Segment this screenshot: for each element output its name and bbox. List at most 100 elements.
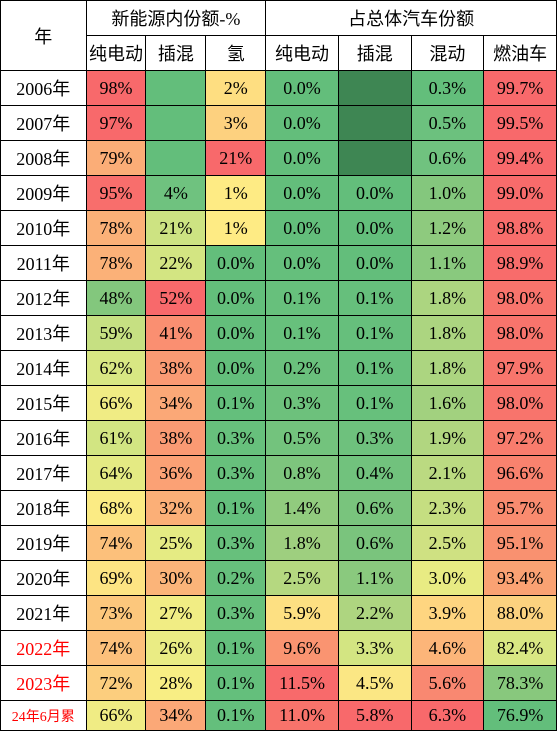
year-cell: 2015年 <box>1 386 87 421</box>
year-cell: 2009年 <box>1 176 87 211</box>
data-cell: 0.6% <box>411 141 484 176</box>
data-cell: 66% <box>86 386 146 421</box>
header-year: 年 <box>1 1 87 71</box>
data-cell: 48% <box>86 281 146 316</box>
data-cell: 0.0% <box>266 211 339 246</box>
data-cell: 95.1% <box>484 526 557 561</box>
data-cell: 99.5% <box>484 106 557 141</box>
data-cell: 76.9% <box>484 701 557 731</box>
year-cell: 2006年 <box>1 71 87 106</box>
data-cell: 1.8% <box>411 281 484 316</box>
data-cell <box>338 141 411 176</box>
data-cell: 61% <box>86 421 146 456</box>
data-cell: 3% <box>206 106 266 141</box>
data-cell: 0.0% <box>266 71 339 106</box>
data-cell: 0.0% <box>338 176 411 211</box>
data-cell: 78% <box>86 246 146 281</box>
data-cell: 0.3% <box>206 596 266 631</box>
data-cell: 1.2% <box>411 211 484 246</box>
table-row: 2021年73%27%0.3%5.9%2.2%3.9%88.0% <box>1 596 557 631</box>
data-cell: 0.6% <box>338 491 411 526</box>
year-cell: 2020年 <box>1 561 87 596</box>
data-cell: 3.3% <box>338 631 411 666</box>
data-cell: 69% <box>86 561 146 596</box>
data-cell: 98.8% <box>484 211 557 246</box>
data-cell: 68% <box>86 491 146 526</box>
data-cell: 98.9% <box>484 246 557 281</box>
data-cell: 2.2% <box>338 596 411 631</box>
table-row: 2015年66%34%0.1%0.3%0.1%1.6%98.0% <box>1 386 557 421</box>
data-cell: 5.6% <box>411 666 484 701</box>
header-sub-2: 氢 <box>206 36 266 71</box>
data-cell: 79% <box>86 141 146 176</box>
data-cell: 73% <box>86 596 146 631</box>
data-cell: 0.2% <box>206 561 266 596</box>
data-cell: 3.9% <box>411 596 484 631</box>
data-cell: 0.1% <box>266 281 339 316</box>
year-cell: 2008年 <box>1 141 87 176</box>
data-cell: 0.0% <box>266 141 339 176</box>
data-cell: 78% <box>86 211 146 246</box>
data-cell: 38% <box>146 351 206 386</box>
data-cell: 0.1% <box>338 281 411 316</box>
year-cell: 2022年 <box>1 631 87 666</box>
data-cell: 1.0% <box>411 176 484 211</box>
data-cell: 6.3% <box>411 701 484 731</box>
data-cell: 0.8% <box>266 456 339 491</box>
data-cell: 64% <box>86 456 146 491</box>
data-cell: 98.0% <box>484 281 557 316</box>
table-row: 2023年72%28%0.1%11.5%4.5%5.6%78.3% <box>1 666 557 701</box>
data-cell: 0.0% <box>266 246 339 281</box>
year-cell: 2013年 <box>1 316 87 351</box>
header-group-nev: 新能源内份额-% <box>86 1 266 36</box>
data-cell <box>146 141 206 176</box>
data-cell: 22% <box>146 246 206 281</box>
data-cell: 0.3% <box>206 421 266 456</box>
table-row: 2017年64%36%0.3%0.8%0.4%2.1%96.6% <box>1 456 557 491</box>
data-cell: 27% <box>146 596 206 631</box>
data-cell: 2.5% <box>266 561 339 596</box>
year-cell: 2016年 <box>1 421 87 456</box>
data-cell <box>146 71 206 106</box>
table-row: 2019年74%25%0.3%1.8%0.6%2.5%95.1% <box>1 526 557 561</box>
data-cell: 34% <box>146 386 206 421</box>
data-cell: 11.5% <box>266 666 339 701</box>
data-cell: 93.4% <box>484 561 557 596</box>
data-cell: 2.3% <box>411 491 484 526</box>
data-cell: 1.1% <box>411 246 484 281</box>
data-cell: 98.0% <box>484 316 557 351</box>
data-cell: 0.4% <box>338 456 411 491</box>
data-cell: 1% <box>206 211 266 246</box>
data-cell: 21% <box>206 141 266 176</box>
data-cell: 0.5% <box>266 421 339 456</box>
data-cell: 2.1% <box>411 456 484 491</box>
table-row: 2007年97%3%0.0%0.5%99.5% <box>1 106 557 141</box>
table-row: 2009年95%4%1%0.0%0.0%1.0%99.0% <box>1 176 557 211</box>
year-cell: 2010年 <box>1 211 87 246</box>
year-cell: 2017年 <box>1 456 87 491</box>
data-cell: 0.2% <box>266 351 339 386</box>
data-cell: 3.0% <box>411 561 484 596</box>
data-cell: 1% <box>206 176 266 211</box>
data-cell: 25% <box>146 526 206 561</box>
data-cell: 0.1% <box>338 351 411 386</box>
table-row: 2011年78%22%0.0%0.0%0.0%1.1%98.9% <box>1 246 557 281</box>
data-cell: 26% <box>146 631 206 666</box>
table-row: 2016年61%38%0.3%0.5%0.3%1.9%97.2% <box>1 421 557 456</box>
year-cell: 2023年 <box>1 666 87 701</box>
data-cell: 0.0% <box>206 351 266 386</box>
year-cell: 2012年 <box>1 281 87 316</box>
table-row: 2010年78%21%1%0.0%0.0%1.2%98.8% <box>1 211 557 246</box>
data-cell: 0.0% <box>266 106 339 141</box>
data-cell: 1.6% <box>411 386 484 421</box>
data-cell: 0.3% <box>338 421 411 456</box>
data-cell: 0.0% <box>266 176 339 211</box>
data-cell: 97.2% <box>484 421 557 456</box>
data-cell: 66% <box>86 701 146 731</box>
data-cell: 78.3% <box>484 666 557 701</box>
data-cell: 0.0% <box>338 246 411 281</box>
data-cell: 0.1% <box>266 316 339 351</box>
data-cell: 95% <box>86 176 146 211</box>
table-row: 2012年48%52%0.0%0.1%0.1%1.8%98.0% <box>1 281 557 316</box>
data-cell: 98.0% <box>484 386 557 421</box>
